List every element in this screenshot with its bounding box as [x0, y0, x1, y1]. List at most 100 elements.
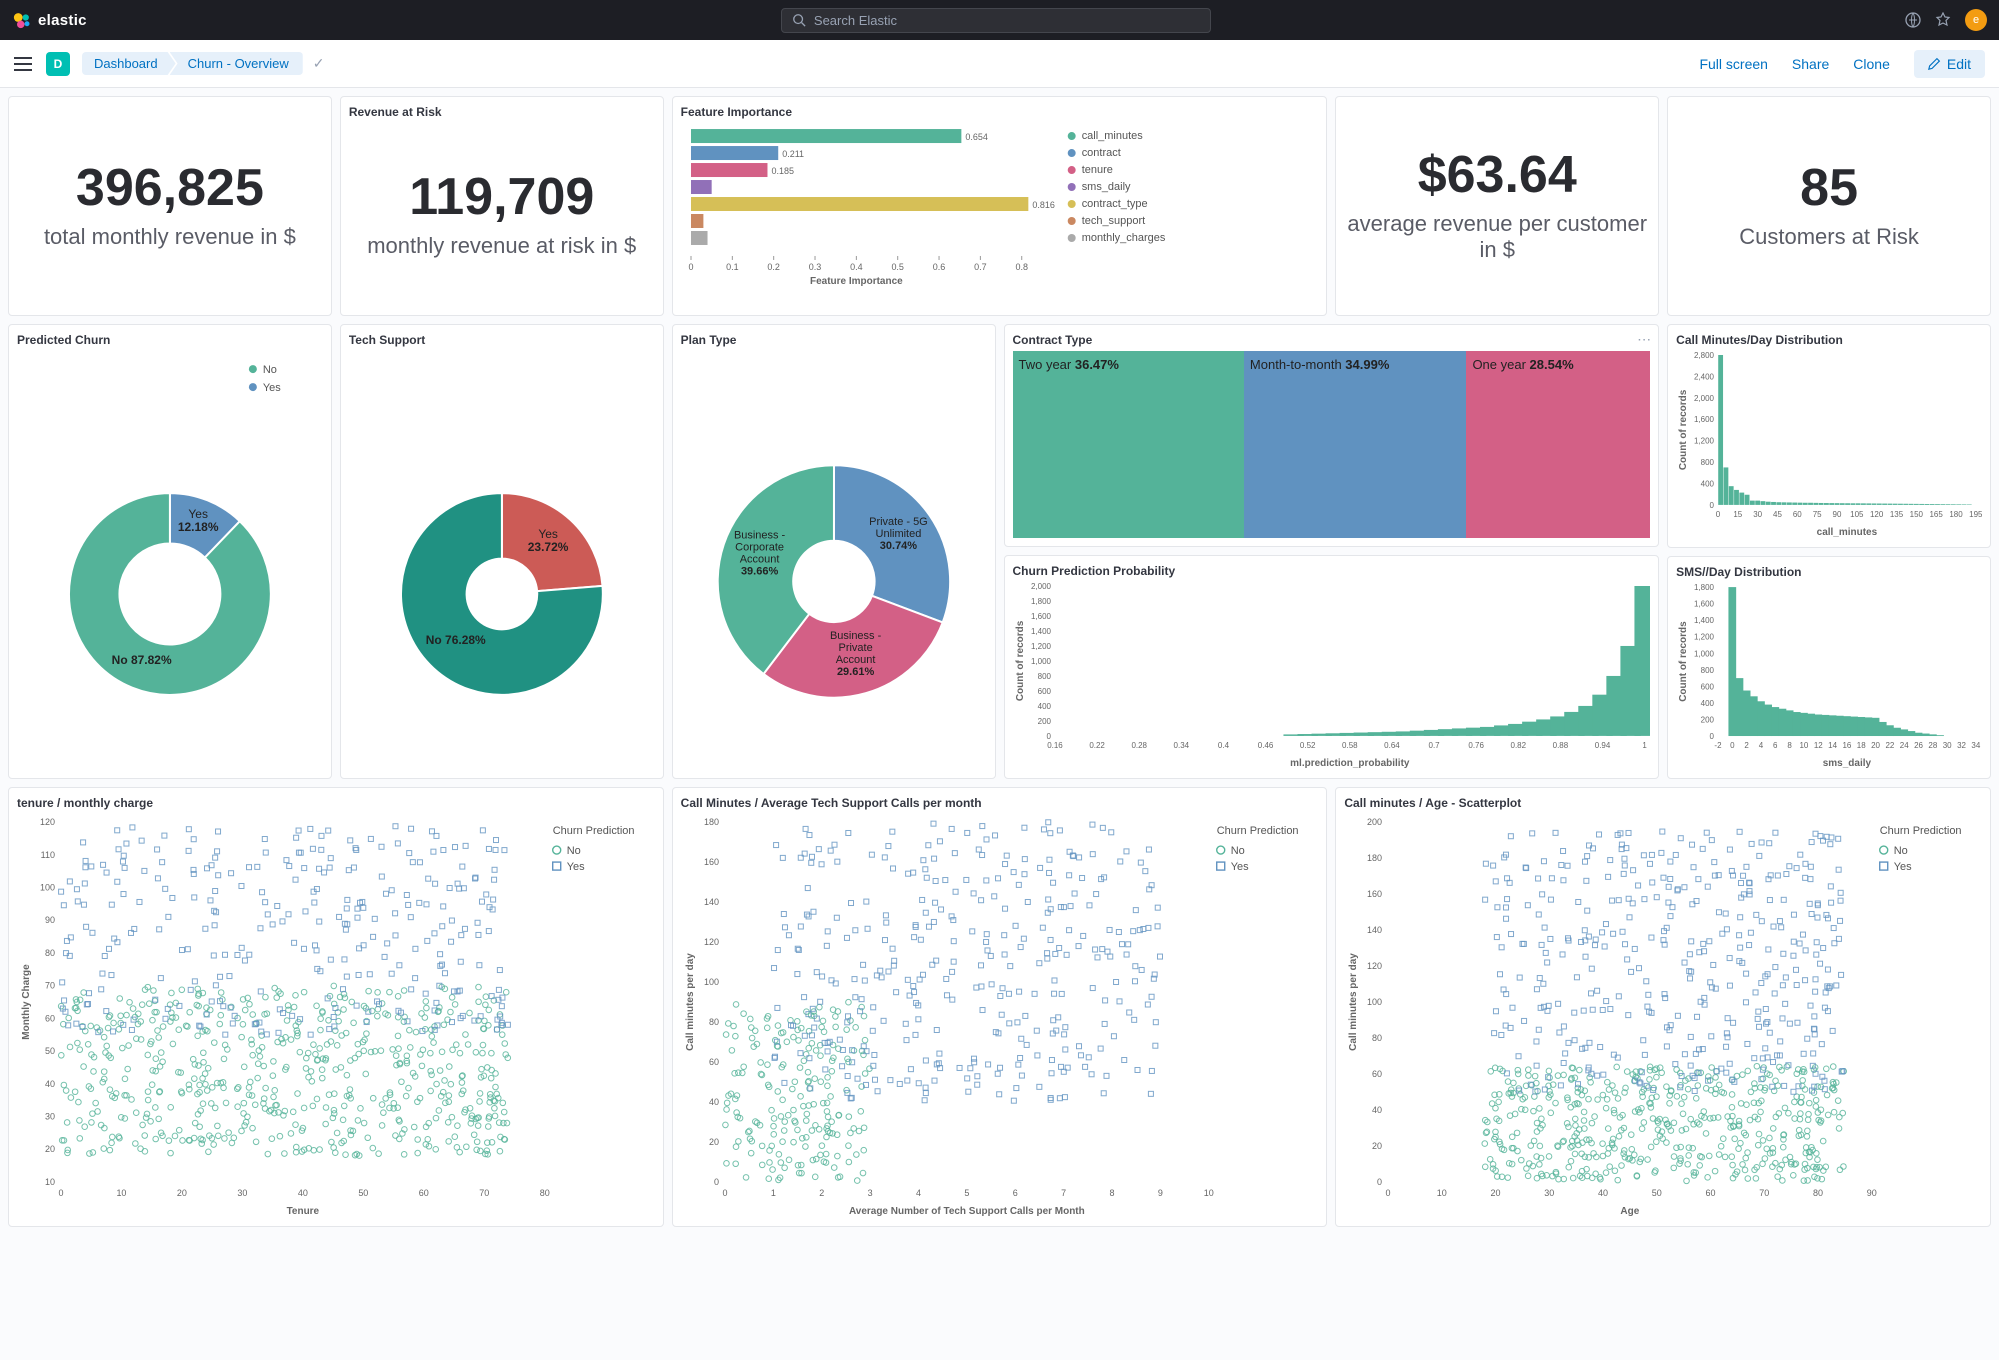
churn-probability-histogram: 02004006008001,0001,2001,4001,6001,8002,…	[1013, 582, 1651, 770]
svg-text:50: 50	[45, 1046, 55, 1056]
svg-text:Yes: Yes	[188, 507, 208, 521]
feature-importance-chart: 0.654call_minutes0.211contract0.185tenur…	[681, 123, 1319, 307]
svg-text:30: 30	[237, 1188, 247, 1198]
svg-text:Age: Age	[1621, 1206, 1640, 1217]
panel-menu-icon[interactable]: ⋯	[1637, 331, 1652, 348]
setup-icon[interactable]	[1935, 12, 1951, 28]
global-search[interactable]: Search Elastic	[781, 8, 1211, 33]
callmin-tech-scatter: 020406080100120140160180012345678910Chur…	[681, 814, 1319, 1218]
svg-text:1,400: 1,400	[1694, 616, 1715, 625]
svg-text:400: 400	[1701, 699, 1715, 708]
svg-text:Monthly Charge: Monthly Charge	[21, 964, 32, 1040]
svg-text:60: 60	[419, 1188, 429, 1198]
svg-text:32: 32	[1957, 741, 1966, 750]
plan-type-donut: Private - 5GUnlimited30.74%Business -Pri…	[681, 351, 987, 770]
svg-text:14: 14	[1828, 741, 1837, 750]
svg-text:0: 0	[58, 1188, 63, 1198]
search-icon	[792, 13, 806, 27]
newsfeed-icon[interactable]	[1905, 12, 1921, 28]
panel-predicted-churn: Predicted Churn Yes12.18%No 87.82%NoYes	[8, 324, 332, 779]
svg-text:0: 0	[1710, 732, 1715, 741]
svg-text:0: 0	[1386, 1188, 1391, 1198]
svg-text:20: 20	[45, 1144, 55, 1154]
svg-text:40: 40	[298, 1188, 308, 1198]
svg-text:0.5: 0.5	[891, 262, 904, 272]
svg-text:140: 140	[704, 897, 719, 907]
treemap-cell[interactable]: One year 28.54%	[1466, 351, 1650, 538]
svg-text:10: 10	[1437, 1188, 1447, 1198]
fullscreen-link[interactable]: Full screen	[1699, 56, 1767, 72]
svg-text:24: 24	[1900, 741, 1909, 750]
metric-value: $63.64	[1418, 149, 1577, 201]
svg-text:10: 10	[116, 1188, 126, 1198]
panel-title: Contract Type	[1013, 333, 1651, 347]
svg-text:0.28: 0.28	[1131, 741, 1147, 750]
svg-text:2: 2	[819, 1188, 824, 1198]
panel-revenue-at-risk: Revenue at Risk 119,709 monthly revenue …	[340, 96, 664, 316]
share-link[interactable]: Share	[1792, 56, 1829, 72]
menu-toggle-icon[interactable]	[14, 57, 32, 71]
svg-text:75: 75	[1813, 510, 1822, 519]
svg-text:180: 180	[704, 817, 719, 827]
svg-text:80: 80	[540, 1188, 550, 1198]
panel-feature-importance: Feature Importance 0.654call_minutes0.21…	[672, 96, 1328, 316]
svg-text:60: 60	[45, 1013, 55, 1023]
svg-text:monthly_charges: monthly_charges	[1081, 232, 1165, 244]
svg-text:110: 110	[41, 850, 55, 860]
treemap-cell[interactable]: Two year 36.47%	[1013, 351, 1244, 538]
svg-text:0.185: 0.185	[771, 166, 793, 176]
svg-text:30: 30	[1753, 510, 1762, 519]
svg-text:40: 40	[709, 1097, 719, 1107]
breadcrumb-item[interactable]: Dashboard	[82, 52, 176, 75]
svg-text:0.88: 0.88	[1552, 741, 1568, 750]
elastic-logo-icon	[12, 10, 32, 30]
svg-text:1,000: 1,000	[1694, 649, 1715, 658]
edit-button[interactable]: Edit	[1914, 50, 1985, 78]
svg-text:150: 150	[1910, 510, 1924, 519]
svg-text:Yes: Yes	[263, 382, 281, 394]
panel-total-revenue: 396,825 total monthly revenue in $	[8, 96, 332, 316]
svg-text:ml.prediction_probability: ml.prediction_probability	[1290, 758, 1410, 769]
brand-logo[interactable]: elastic	[12, 10, 87, 30]
breadcrumb-item[interactable]: Churn - Overview	[170, 52, 303, 75]
svg-text:39.66%: 39.66%	[741, 565, 778, 577]
svg-text:0: 0	[1710, 501, 1715, 510]
svg-text:Churn Prediction: Churn Prediction	[1880, 825, 1962, 837]
svg-text:0.52: 0.52	[1299, 741, 1315, 750]
svg-text:200: 200	[1367, 817, 1382, 827]
svg-text:0.16: 0.16	[1047, 741, 1063, 750]
predicted-churn-donut: Yes12.18%No 87.82%NoYes	[17, 351, 323, 770]
treemap-cell[interactable]: Month-to-month 34.99%	[1244, 351, 1467, 538]
svg-text:Call minutes per day: Call minutes per day	[1348, 953, 1359, 1051]
panel-title: Call Minutes / Average Tech Support Call…	[681, 796, 1319, 810]
brand-text: elastic	[38, 12, 87, 29]
svg-text:12: 12	[1814, 741, 1823, 750]
svg-text:0.654: 0.654	[965, 132, 987, 142]
svg-text:20: 20	[177, 1188, 187, 1198]
svg-text:30: 30	[1545, 1188, 1555, 1198]
user-avatar[interactable]: e	[1965, 9, 1987, 31]
svg-text:0.3: 0.3	[808, 262, 821, 272]
metric-label: monthly revenue at risk in $	[367, 233, 636, 259]
svg-text:tenure: tenure	[1081, 164, 1112, 176]
panel-call-minutes-dist: Call Minutes/Day Distribution 04008001,2…	[1667, 324, 1991, 548]
metric-label: average revenue per customer in $	[1344, 211, 1650, 264]
panel-title: tenure / monthly charge	[17, 796, 655, 810]
svg-text:contract: contract	[1081, 147, 1120, 159]
svg-text:2,000: 2,000	[1031, 582, 1052, 591]
svg-text:70: 70	[479, 1188, 489, 1198]
svg-text:30: 30	[1943, 741, 1952, 750]
clone-link[interactable]: Clone	[1853, 56, 1890, 72]
app-badge[interactable]: D	[46, 52, 70, 76]
svg-text:165: 165	[1930, 510, 1944, 519]
svg-text:Private - 5G: Private - 5G	[869, 516, 928, 528]
panel-avg-revenue: $63.64 average revenue per customer in $	[1335, 96, 1659, 316]
panel-title: Predicted Churn	[17, 333, 323, 347]
svg-text:1: 1	[1642, 741, 1647, 750]
svg-text:195: 195	[1969, 510, 1982, 519]
svg-text:2: 2	[1745, 741, 1750, 750]
panel-scatter-tenure: tenure / monthly charge 10 20 30 40 50 60 70 80…	[8, 787, 664, 1227]
svg-text:0: 0	[1046, 732, 1051, 741]
call-minutes-histogram: 04008001,2001,6002,0002,4002,80001530456…	[1676, 351, 1982, 539]
saved-check-icon: ✓	[313, 55, 325, 72]
